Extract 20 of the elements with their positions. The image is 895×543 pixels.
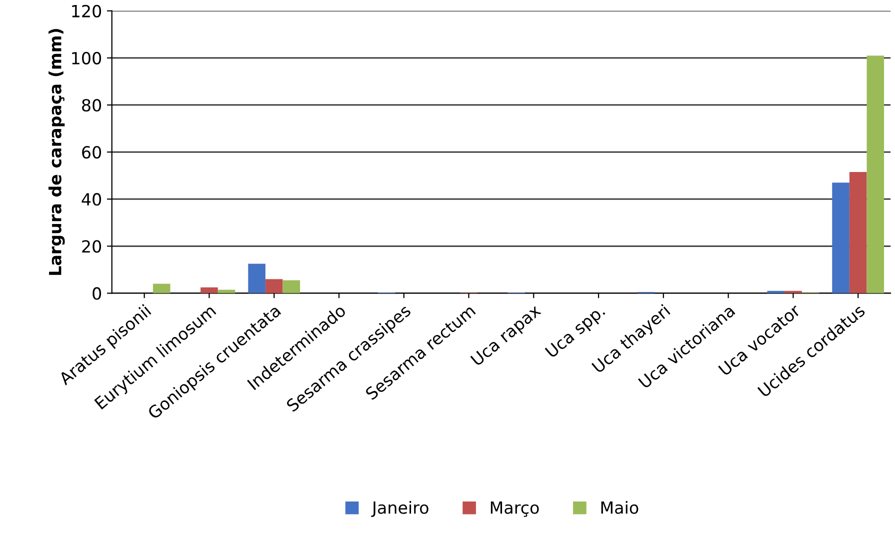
bar [200, 287, 218, 294]
bar [248, 264, 266, 294]
y-tick-label: 100 [72, 52, 102, 64]
y-tick-label: 80 [82, 98, 102, 112]
bar [218, 290, 236, 294]
bar [152, 284, 170, 294]
bar [866, 56, 884, 294]
y-tick-label: 0 [92, 287, 102, 300]
bar [282, 280, 300, 294]
legend-label: Janeiro [371, 501, 428, 518]
bar [832, 182, 850, 294]
y-tick-label: 40 [82, 193, 102, 206]
legend-label: Março [490, 502, 539, 517]
y-tick-label: 60 [82, 146, 102, 159]
legend-label: Maio [601, 501, 638, 514]
y-tick-label: 20 [82, 240, 102, 253]
bar [849, 172, 867, 294]
y-axis-title: Largura de carapaça (mm) [48, 29, 65, 275]
y-tick-label: 120 [72, 4, 102, 18]
bar [265, 279, 283, 294]
